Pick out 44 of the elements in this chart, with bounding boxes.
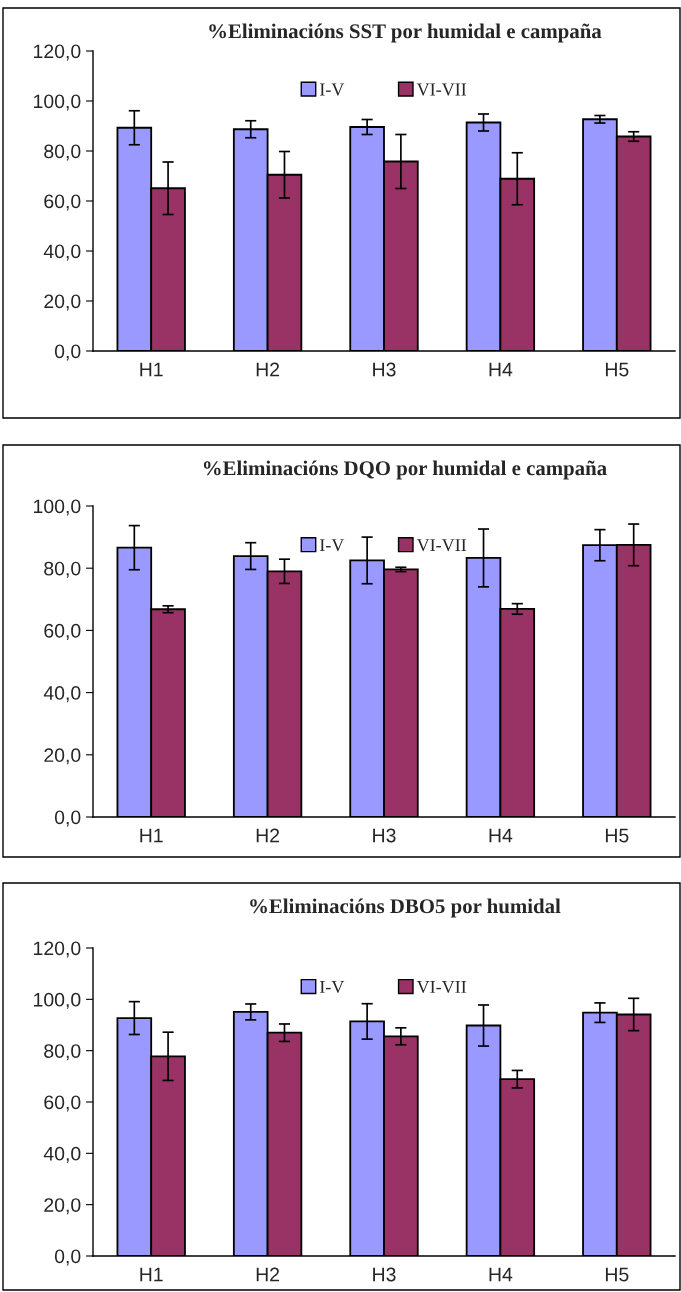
y-tick-label: 100,0 xyxy=(34,94,81,111)
legend-label: VI-VII xyxy=(416,83,467,96)
y-tick-label: 20,0 xyxy=(44,1198,81,1215)
legend-label: I-V xyxy=(319,981,345,994)
y-tick-label: 40,0 xyxy=(43,686,81,703)
chart-title: %Eliminacións DQO por humidal e campaña xyxy=(203,460,607,480)
x-tick-label: H2 xyxy=(256,828,280,843)
legend-label: VI-VII xyxy=(416,981,467,994)
y-tick-label: 120,0 xyxy=(34,941,81,958)
y-tick-label: 0,0 xyxy=(54,344,81,361)
x-tick-label: H5 xyxy=(605,1267,629,1282)
x-tick-label: H4 xyxy=(489,828,513,843)
y-tick-label: 100,0 xyxy=(34,992,81,1009)
y-tick-label: 80,0 xyxy=(44,561,81,578)
y-tick-label: 120,0 xyxy=(34,44,81,61)
legend-label: VI-VII xyxy=(416,539,467,552)
y-tick-label: 0,0 xyxy=(54,1249,81,1266)
y-tick-label: 40,0 xyxy=(43,1146,81,1163)
y-tick-label: 60,0 xyxy=(44,623,81,640)
x-tick-label: H1 xyxy=(140,828,163,843)
x-tick-label: H5 xyxy=(605,828,629,843)
x-tick-label: H1 xyxy=(140,1267,163,1282)
x-tick-label: H4 xyxy=(489,362,513,377)
legend-label: I-V xyxy=(319,539,345,552)
y-tick-label: 100,0 xyxy=(34,499,81,516)
chart-title: %Eliminacións SST por humidal e campaña xyxy=(209,23,602,43)
y-tick-label: 60,0 xyxy=(44,1095,81,1112)
y-tick-label: 0,0 xyxy=(54,810,81,827)
x-tick-label: H2 xyxy=(256,1267,280,1282)
legend-label: I-V xyxy=(319,83,345,96)
x-tick-label: H4 xyxy=(489,1267,513,1282)
y-tick-label: 60,0 xyxy=(44,194,81,211)
x-tick-label: H3 xyxy=(373,362,396,377)
x-tick-label: H3 xyxy=(373,828,396,843)
y-tick-label: 20,0 xyxy=(44,294,81,311)
y-tick-label: 40,0 xyxy=(43,244,81,261)
y-tick-label: 20,0 xyxy=(44,748,81,765)
x-tick-label: H2 xyxy=(256,362,280,377)
chart-title: %Eliminacións DBO5 por humidal xyxy=(250,898,561,918)
x-tick-label: H5 xyxy=(605,362,629,377)
y-tick-label: 80,0 xyxy=(44,144,81,161)
y-tick-label: 80,0 xyxy=(44,1044,81,1061)
x-tick-label: H3 xyxy=(373,1267,396,1282)
x-tick-label: H1 xyxy=(140,362,163,377)
